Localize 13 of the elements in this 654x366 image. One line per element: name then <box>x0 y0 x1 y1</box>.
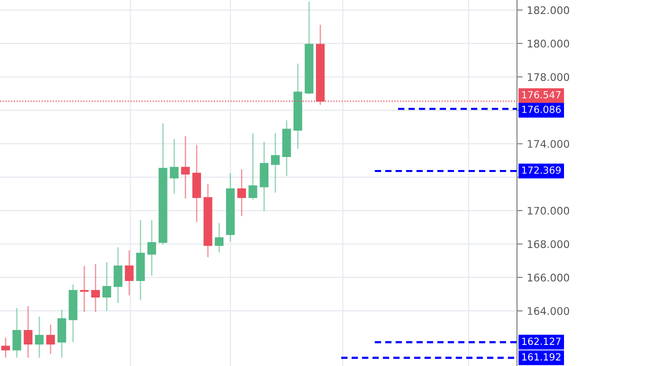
y-tick-label: 170.000 <box>528 206 570 215</box>
y-tick-label: 178.000 <box>528 73 570 81</box>
y-tick-label: 174.000 <box>528 140 570 148</box>
y-tick-label: 168.000 <box>528 240 570 248</box>
ref-line-label: 172.369 <box>522 166 561 174</box>
y-tick-label: 164.000 <box>528 307 570 315</box>
ref-line-label: 162.127 <box>522 338 561 345</box>
y-tick-label: 166.000 <box>528 274 570 282</box>
ref-line-label: 176.086 <box>522 106 561 114</box>
y-tick-label: 182.000 <box>528 6 570 14</box>
ref-line-label: 176.547 <box>522 91 561 98</box>
y-tick-label: 180.000 <box>528 40 570 48</box>
ref-line-label: 161.192 <box>522 353 560 361</box>
